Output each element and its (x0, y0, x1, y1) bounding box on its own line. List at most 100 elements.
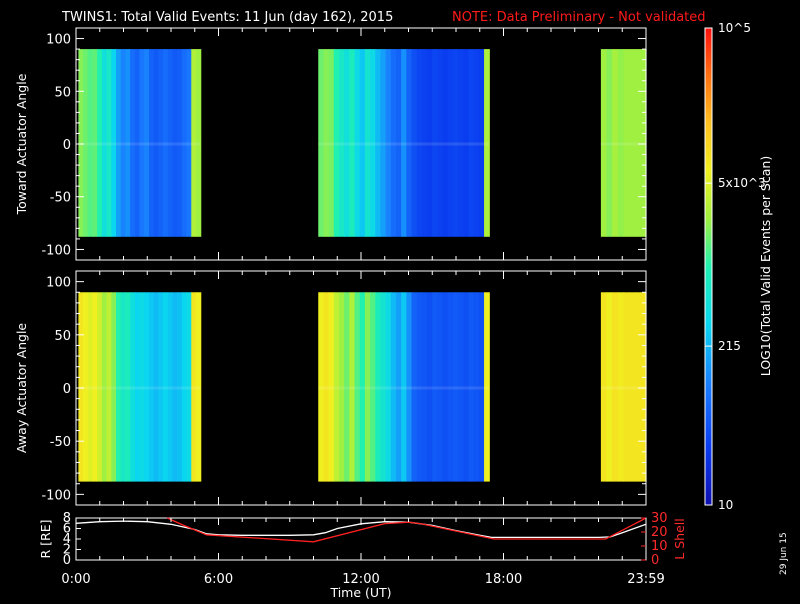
away-heat-column (447, 292, 454, 482)
away-heat-column (617, 292, 625, 482)
away-heat-column (177, 292, 183, 482)
away-heat-column (153, 292, 159, 482)
colorbar-tick-label: 10 (718, 498, 733, 512)
toward-heat-column (130, 49, 136, 237)
away-ytick-label: -50 (50, 435, 71, 450)
away-heat-column (101, 292, 108, 482)
toward-ytick-label: 50 (54, 85, 71, 100)
toward-heat-column (411, 49, 418, 237)
away-heat-column (167, 292, 174, 482)
toward-heat-column (623, 49, 630, 237)
away-heat-column (629, 292, 636, 482)
toward-heat-column (111, 49, 117, 237)
toward-heat-column (344, 49, 350, 237)
away-heat-column (411, 292, 418, 482)
toward-heat-column (148, 49, 155, 237)
toward-heat-column (380, 49, 387, 237)
away-heat-column (463, 292, 470, 482)
toward-equator-band (78, 142, 201, 146)
away-heat-column (432, 292, 439, 482)
toward-equator-band (318, 142, 490, 146)
time-tick-label: 23:59 (627, 572, 664, 587)
toward-heat-column (83, 49, 89, 237)
time-tick-label: 6:00 (204, 572, 233, 587)
toward-heat-column (87, 49, 94, 237)
lshell-tick-label: 0 (651, 553, 659, 568)
away-heat-column (328, 292, 335, 482)
colorbar: 10^5 5x10^3 215 10 LOG10(Total Valid Events… (704, 21, 773, 512)
away-heat-column (125, 292, 131, 482)
toward-heat-column (153, 49, 159, 237)
lshell-line (167, 517, 647, 543)
away-heat-column (130, 292, 136, 482)
toward-heat-column (452, 49, 459, 237)
away-heat-column (338, 292, 345, 482)
toward-heat-column (323, 49, 330, 237)
toward-heat-column (416, 49, 423, 237)
toward-heat-column (333, 49, 340, 237)
toward-heat-column (463, 49, 470, 237)
away-heat-column (395, 292, 402, 482)
toward-heat-column (370, 49, 376, 237)
toward-heat-column (617, 49, 625, 237)
away-ytick-label: 50 (54, 329, 71, 344)
toward-heat-column (375, 49, 382, 237)
away-heat-column (421, 292, 428, 482)
radius-tick-label: 8 (63, 511, 71, 526)
colorbar-tick-label: 10^5 (718, 21, 751, 35)
away-heat-column (134, 292, 141, 482)
away-heat-column (484, 292, 490, 482)
toward-heat-column (458, 49, 464, 237)
preliminary-note: NOTE: Data Preliminary - Not validated (452, 10, 706, 25)
away-heat-column (92, 292, 98, 482)
toward-heat-column (120, 49, 127, 237)
toward-heat-column (172, 49, 178, 237)
toward-heat-column (349, 49, 356, 237)
away-y-ticks: 100 50 0 -50 -100 (41, 270, 646, 506)
away-heat-column (634, 292, 641, 482)
away-ytick-label: -100 (41, 488, 71, 503)
lshell-tick-label: 30 (651, 511, 668, 526)
toward-y-label: Toward Actuator Angle (14, 73, 29, 215)
away-heat-column (354, 292, 361, 482)
toward-heat-column (612, 49, 619, 237)
away-heat-column (623, 292, 630, 482)
toward-heat-column (318, 49, 325, 237)
away-heat-column (600, 292, 608, 482)
lshell-axis-label: L Shell (672, 518, 687, 559)
toward-heat-column (640, 49, 647, 237)
away-heat-column (163, 292, 169, 482)
away-heat-column (106, 292, 112, 482)
toward-heat-column (163, 49, 169, 237)
away-heat-column (401, 292, 407, 482)
colorbar-tick-label: 215 (718, 339, 741, 353)
away-heat-column (144, 292, 150, 482)
away-heat-column (195, 292, 202, 482)
toward-heat-column (437, 49, 444, 237)
away-heat-column (416, 292, 423, 482)
toward-heat-column (629, 49, 636, 237)
toward-heat-column (606, 49, 613, 237)
away-equator-band (318, 386, 490, 390)
toward-heat-column (167, 49, 174, 237)
away-heat-column (318, 292, 325, 482)
radius-tick-label: 4 (63, 532, 71, 547)
toward-heat-column (447, 49, 454, 237)
toward-heat-column (125, 49, 131, 237)
toward-heat-column (106, 49, 112, 237)
toward-heat-column (101, 49, 108, 237)
toward-angle-panel: 100 50 0 -50 -100 Toward Actuator Angle (14, 27, 647, 261)
toward-x-ticks (75, 28, 647, 260)
toward-heat-column (328, 49, 335, 237)
radius-tick-label: 0 (63, 553, 71, 568)
away-heat-column (172, 292, 178, 482)
toward-heat-column (195, 49, 202, 237)
away-y-label: Away Actuator Angle (14, 323, 29, 454)
plot-title: TWINS1: Total Valid Events: 11 Jun (day … (61, 10, 393, 25)
toward-y-ticks: 100 50 0 -50 -100 (41, 27, 646, 261)
away-heatmap (78, 292, 647, 482)
away-heat-column (359, 292, 366, 482)
toward-heat-column (116, 49, 122, 237)
